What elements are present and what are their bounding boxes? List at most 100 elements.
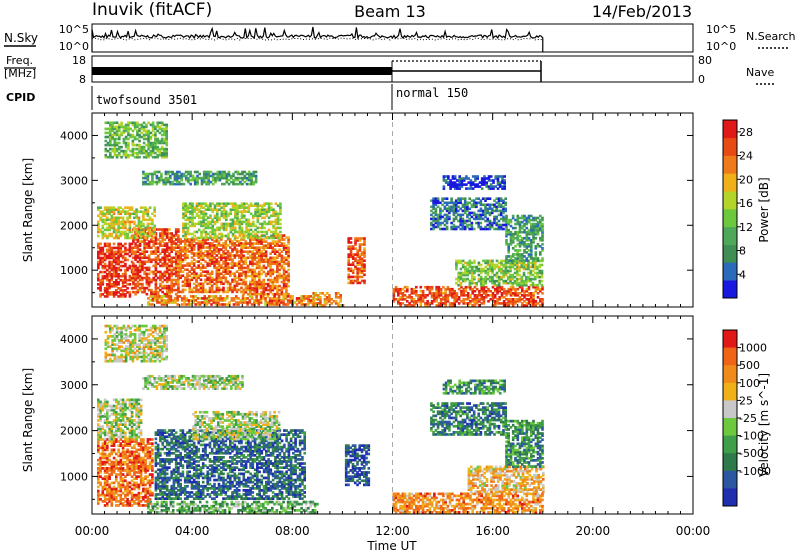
power-scatter-cell bbox=[263, 226, 266, 230]
power-scatter-cell bbox=[231, 244, 234, 247]
power-scatter-cell bbox=[154, 266, 158, 270]
power-scatter-cell bbox=[513, 275, 517, 279]
power-scatter-cell bbox=[165, 266, 169, 270]
power-scatter-cell bbox=[137, 230, 141, 234]
power-scatter-cell bbox=[463, 201, 467, 205]
power-scatter-cell bbox=[267, 292, 270, 296]
power-scatter-cell bbox=[285, 252, 288, 255]
power-scatter-cell bbox=[236, 182, 240, 186]
power-scatter-cell bbox=[328, 294, 331, 297]
power-scatter-cell bbox=[278, 254, 281, 258]
power-scatter-cell bbox=[122, 131, 126, 135]
power-scatter-cell bbox=[520, 283, 524, 287]
power-scatter-cell bbox=[138, 262, 142, 266]
noise-left-tick-bottom: 10^0 bbox=[59, 40, 89, 53]
power-scatter-cell bbox=[115, 121, 119, 125]
power-scatter-cell bbox=[205, 170, 208, 174]
power-scatter-cell bbox=[101, 210, 105, 213]
power-scatter-cell bbox=[468, 261, 472, 265]
power-scatter-cell bbox=[325, 300, 329, 303]
power-scatter-cell bbox=[325, 292, 329, 295]
power-scatter-cell bbox=[530, 298, 533, 301]
power-scatter-cell bbox=[226, 288, 230, 292]
power-scatter-cell bbox=[233, 272, 237, 275]
power-scatter-cell bbox=[507, 232, 510, 236]
power-scatter-cell bbox=[285, 292, 288, 296]
power-scatter-cell bbox=[261, 230, 264, 234]
power-scatter-cell bbox=[525, 263, 528, 267]
power-scatter-cell bbox=[518, 283, 521, 287]
power-scatter-cell bbox=[282, 292, 286, 296]
power-scatter-cell bbox=[435, 287, 438, 291]
power-scatter-cell bbox=[488, 227, 492, 231]
power-scatter-cell bbox=[231, 242, 234, 245]
power-scatter-cell bbox=[453, 181, 457, 184]
power-scatter-cell bbox=[475, 217, 478, 221]
power-scatter-cell bbox=[213, 216, 217, 220]
power-scatter-cell bbox=[504, 281, 508, 285]
power-scatter-cell bbox=[464, 265, 467, 269]
power-scatter-cell bbox=[253, 284, 257, 288]
power-scatter-cell bbox=[436, 219, 440, 223]
power-scatter-cell bbox=[156, 153, 159, 157]
power-scatter-cell bbox=[215, 278, 219, 282]
power-scatter-cell bbox=[220, 272, 223, 275]
power-scatter-cell bbox=[210, 250, 214, 253]
power-scatter-cell bbox=[484, 281, 487, 285]
power-scatter-cell bbox=[222, 266, 225, 269]
power-scatter-cell bbox=[182, 174, 186, 178]
power-scatter-cell bbox=[231, 278, 234, 282]
frequency-left-tick-top: 18 bbox=[72, 54, 86, 67]
power-scatter-cell bbox=[165, 236, 169, 239]
power-scatter-cell bbox=[499, 203, 503, 207]
power-scatter-cell bbox=[184, 206, 187, 209]
power-scatter-cell bbox=[518, 300, 522, 303]
power-scatter-cell bbox=[260, 256, 263, 260]
power-scatter-cell bbox=[477, 273, 481, 277]
power-scatter-cell bbox=[138, 282, 142, 286]
power-scatter-cell bbox=[178, 174, 181, 178]
power-scatter-cell bbox=[255, 297, 258, 300]
power-scatter-cell bbox=[499, 205, 503, 209]
power-scatter-cell bbox=[457, 302, 461, 305]
power-scatter-cell bbox=[132, 270, 135, 274]
power-scatter-cell bbox=[99, 218, 102, 222]
power-scatter-cell bbox=[493, 265, 496, 269]
power-scatter-cell bbox=[213, 290, 216, 294]
power-scatter-cell bbox=[115, 252, 118, 256]
power-scatter-cell bbox=[145, 129, 148, 133]
power-scatter-cell bbox=[106, 206, 109, 209]
power-scatter-cell bbox=[523, 218, 526, 222]
power-scatter-cell bbox=[196, 301, 200, 304]
power-scatter-cell bbox=[138, 270, 142, 274]
power-scatter-cell bbox=[298, 301, 301, 304]
power-scatter-cell bbox=[184, 176, 188, 180]
power-scatter-cell bbox=[500, 296, 504, 299]
power-scatter-cell bbox=[540, 273, 544, 277]
power-scatter-cell bbox=[406, 289, 409, 293]
power-scatter-cell bbox=[273, 284, 277, 288]
power-scatter-cell bbox=[124, 153, 128, 157]
power-scatter-cell bbox=[231, 254, 234, 257]
power-scatter-cell bbox=[500, 261, 503, 265]
power-scatter-cell bbox=[399, 298, 402, 301]
power-scatter-cell bbox=[472, 205, 476, 209]
power-scatter-cell bbox=[117, 276, 120, 280]
power-scatter-cell bbox=[244, 258, 248, 262]
power-scatter-cell bbox=[115, 149, 119, 153]
power-scatter-cell bbox=[112, 218, 116, 222]
power-scatter-cell bbox=[240, 246, 243, 249]
power-scatter-cell bbox=[445, 227, 449, 231]
power-scatter-cell bbox=[121, 224, 125, 228]
power-scatter-cell bbox=[135, 228, 138, 232]
power-scatter-cell bbox=[509, 275, 512, 279]
power-scatter-cell bbox=[196, 180, 199, 184]
power-scatter-cell bbox=[232, 182, 235, 186]
power-scatter-cell bbox=[190, 242, 194, 245]
power-scatter-cell bbox=[160, 139, 164, 143]
power-scatter-cell bbox=[117, 250, 120, 254]
power-scatter-cell bbox=[263, 210, 266, 213]
power-scatter-cell bbox=[271, 282, 275, 286]
power-scatter-cell bbox=[103, 266, 107, 270]
power-scatter-cell bbox=[516, 283, 519, 287]
